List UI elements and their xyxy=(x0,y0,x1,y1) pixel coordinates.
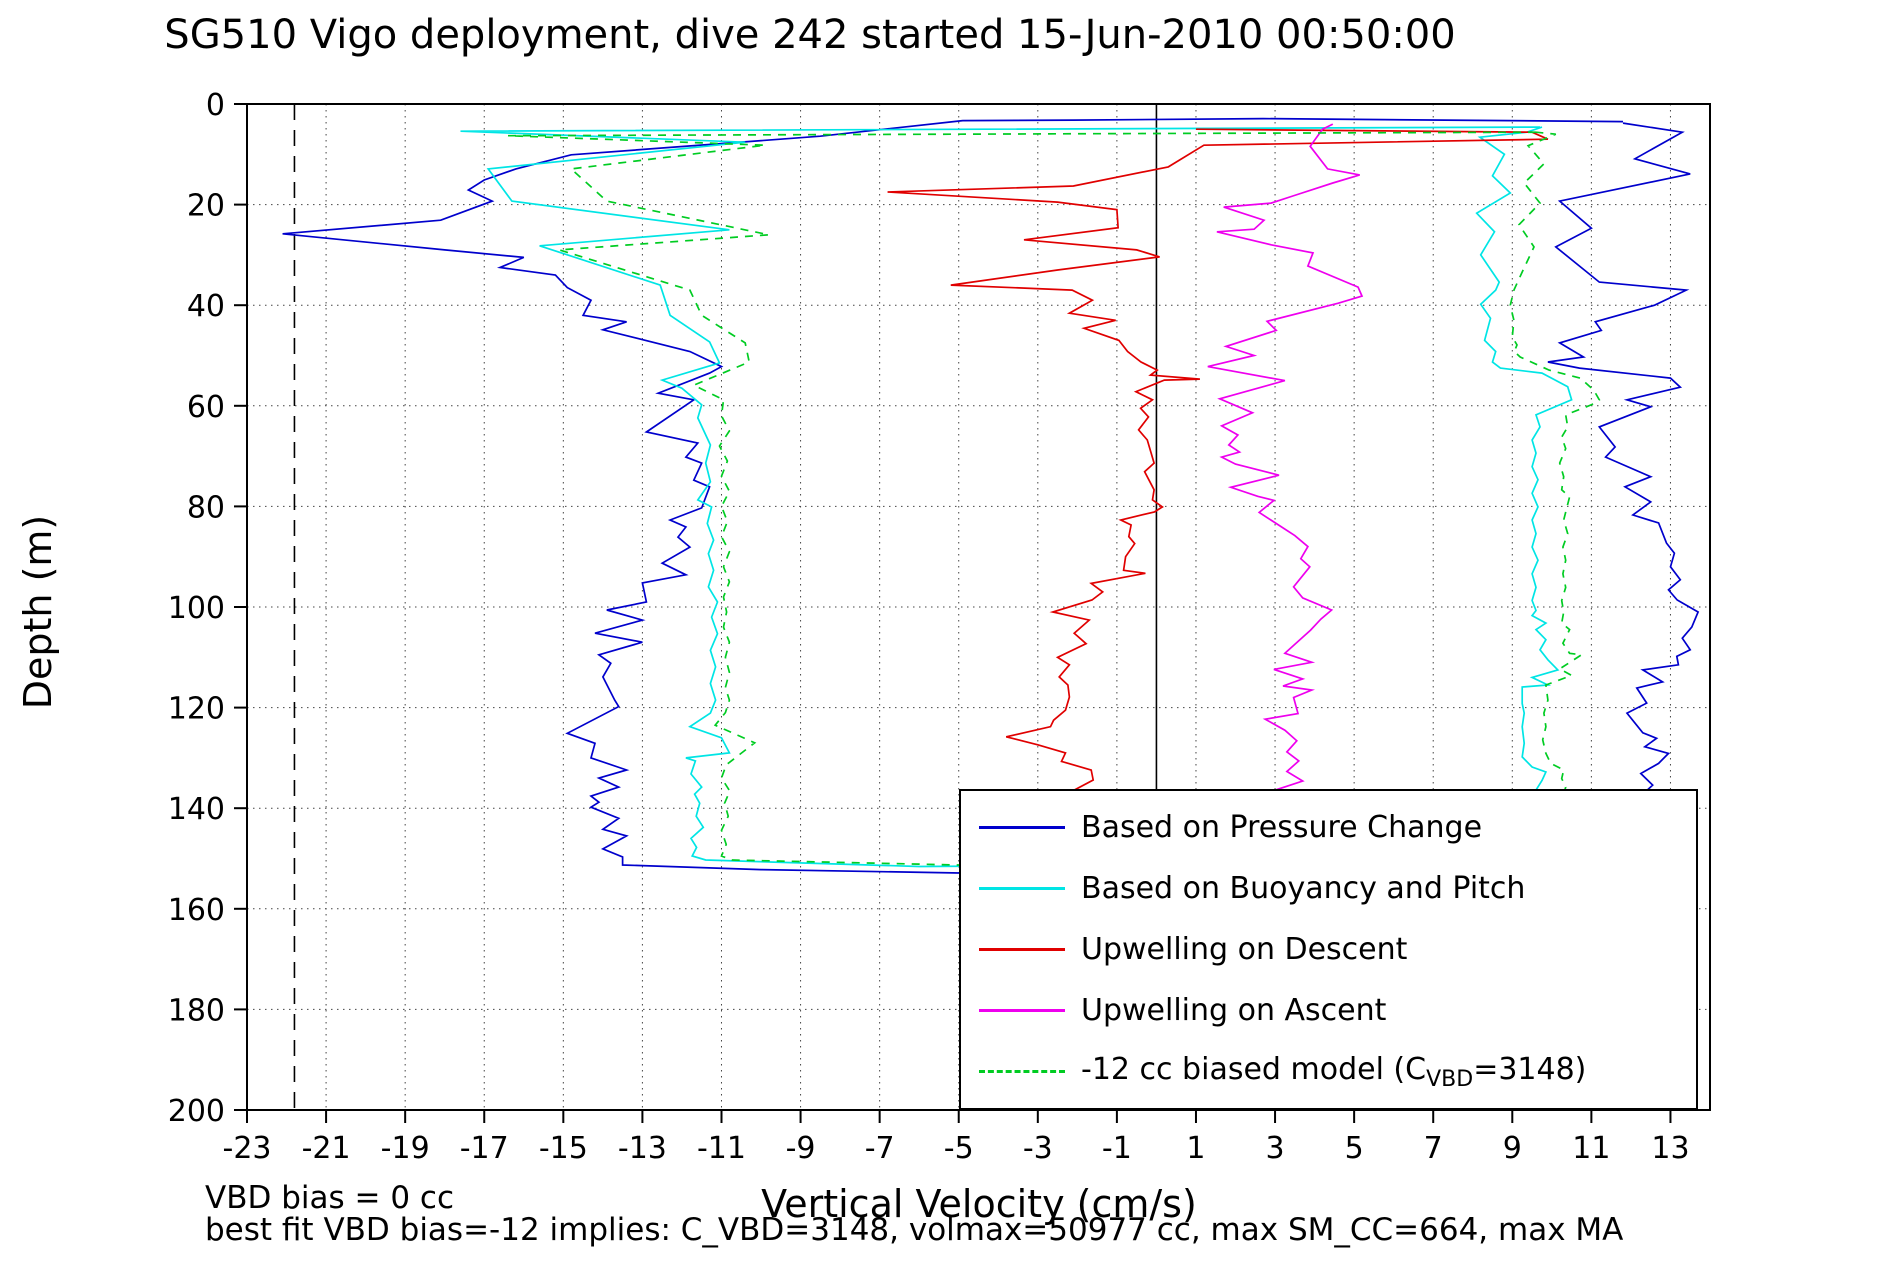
legend-row-upwelling-ascent: Upwelling on Ascent xyxy=(979,982,1696,1040)
x-tick-label: -17 xyxy=(460,1131,509,1166)
x-tick-label: -19 xyxy=(381,1131,430,1166)
legend-row-upwelling-descent: Upwelling on Descent xyxy=(979,921,1696,979)
series-based-on-pressure-change xyxy=(282,117,1700,874)
legend-row-biased-model: -12 cc biased model (CVBD=3148) xyxy=(979,1043,1696,1101)
x-tick-label: 5 xyxy=(1345,1131,1364,1166)
x-tick-label: -1 xyxy=(1102,1131,1132,1166)
x-tick-label: -15 xyxy=(539,1131,588,1166)
x-tick-label: 13 xyxy=(1651,1131,1689,1166)
series--12-cc-biased-model-c-vbd-3148- xyxy=(507,131,1601,866)
x-tick-label: -11 xyxy=(697,1131,746,1166)
x-tick-label: 1 xyxy=(1186,1131,1205,1166)
series-based-on-buoyancy-and-pitch xyxy=(460,126,1573,868)
y-tick-label: 120 xyxy=(168,692,225,727)
x-tick-label: 3 xyxy=(1266,1131,1285,1166)
chart-title: SG510 Vigo deployment, dive 242 started … xyxy=(164,12,1456,58)
legend-line-sample-blue xyxy=(979,826,1065,829)
series-upwelling-on-descent xyxy=(887,128,1549,859)
legend-line-sample-magenta xyxy=(979,1009,1065,1012)
x-tick-label: -9 xyxy=(786,1131,816,1166)
x-tick-label: 7 xyxy=(1424,1131,1443,1166)
legend-label: -12 cc biased model (CVBD=3148) xyxy=(1081,1051,1587,1092)
legend-label: Based on Buoyancy and Pitch xyxy=(1081,871,1526,906)
x-tick-label: -3 xyxy=(1023,1131,1053,1166)
y-tick-label: 140 xyxy=(168,792,225,827)
y-tick-label: 20 xyxy=(187,189,225,224)
y-tick-label: 60 xyxy=(187,390,225,425)
legend-line-sample-cyan xyxy=(979,887,1065,890)
x-tick-label: -21 xyxy=(302,1131,351,1166)
y-axis-label: Depth (m) xyxy=(16,514,60,710)
x-tick-label: -23 xyxy=(223,1131,272,1166)
y-tick-label: 100 xyxy=(168,591,225,626)
legend-row-pressure-change: Based on Pressure Change xyxy=(979,799,1696,857)
legend-line-sample-red xyxy=(979,948,1065,951)
legend-line-sample-green-dashed xyxy=(979,1070,1065,1073)
legend-label: Based on Pressure Change xyxy=(1081,810,1483,845)
annotation-best-fit: best fit VBD bias=-12 implies: C_VBD=314… xyxy=(205,1212,1624,1248)
x-tick-label: -13 xyxy=(618,1131,667,1166)
annotation-vbd-bias: VBD bias = 0 cc xyxy=(205,1180,454,1216)
x-tick-label: -5 xyxy=(944,1131,974,1166)
x-axis-label: Vertical Velocity (cm/s) xyxy=(761,1182,1197,1226)
legend-label: Upwelling on Ascent xyxy=(1081,993,1387,1028)
y-tick-label: 0 xyxy=(206,88,225,123)
legend: Based on Pressure Change Based on Buoyan… xyxy=(959,789,1698,1110)
y-tick-label: 80 xyxy=(187,490,225,525)
x-tick-label: 9 xyxy=(1503,1131,1522,1166)
y-tick-label: 200 xyxy=(168,1094,225,1129)
y-tick-label: 160 xyxy=(168,893,225,928)
y-tick-label: 180 xyxy=(168,993,225,1028)
x-tick-label: -7 xyxy=(865,1131,895,1166)
series-upwelling-on-ascent xyxy=(1207,123,1364,859)
legend-row-buoyancy-pitch: Based on Buoyancy and Pitch xyxy=(979,860,1696,918)
x-tick-label: 11 xyxy=(1572,1131,1610,1166)
y-tick-label: 40 xyxy=(187,289,225,324)
legend-label: Upwelling on Descent xyxy=(1081,932,1408,967)
